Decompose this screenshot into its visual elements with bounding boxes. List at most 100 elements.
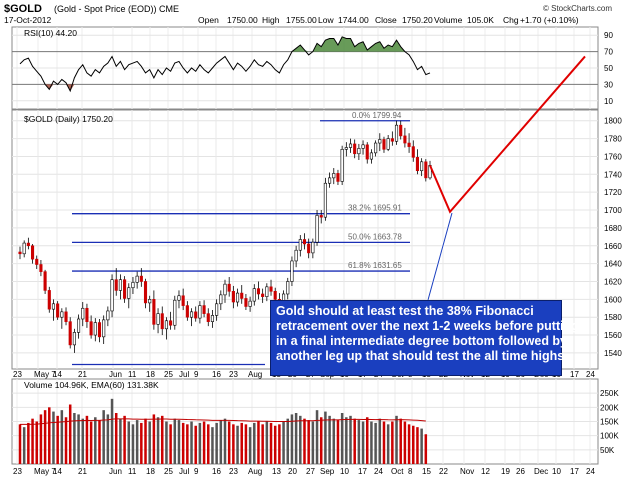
candle-body: [202, 305, 206, 314]
volume-bar: [294, 413, 298, 464]
volume-bar: [290, 414, 294, 464]
candle-body: [56, 303, 60, 318]
volume-bar: [382, 421, 386, 464]
x-tick-label: 18: [146, 370, 155, 379]
candle-body: [18, 251, 22, 255]
close-label: Close: [375, 15, 397, 25]
price-tick-label: 1640: [604, 260, 622, 269]
candle-body: [311, 241, 315, 254]
candle-body: [407, 142, 411, 147]
x-tick-label-bottom: Jul: [179, 467, 189, 476]
candle-body: [148, 299, 152, 304]
annotation-line-1: Gold should at least test the 38% Fibona…: [276, 304, 534, 318]
candle-body: [298, 239, 302, 251]
volume-bar: [227, 421, 231, 464]
volume-bar: [253, 422, 256, 464]
candle-body: [85, 307, 89, 322]
price-tick-label: 1540: [604, 349, 622, 358]
candle-body: [302, 239, 307, 245]
candle-body: [139, 275, 143, 282]
volume-bar: [131, 424, 135, 464]
candle-body: [198, 305, 202, 319]
volume-tick-label: 200K: [600, 403, 619, 412]
price-tick-label: 1800: [604, 117, 622, 126]
candle-body: [43, 271, 47, 291]
volume-value: 105.0K: [467, 15, 494, 25]
candle-body: [328, 177, 332, 184]
volume-bar: [248, 427, 252, 464]
candle-body: [357, 148, 361, 155]
volume-bar: [127, 421, 131, 464]
x-tick-label-bottom: 20: [288, 467, 297, 476]
x-tick-label-bottom: Jun: [109, 467, 122, 476]
volume-bar: [43, 410, 47, 464]
x-tick-label: 17: [570, 370, 579, 379]
x-tick-label: Aug: [248, 370, 262, 379]
volume-bar: [361, 421, 365, 464]
rsi-layer: [19, 36, 431, 93]
candle-body: [248, 300, 252, 307]
candle-body: [365, 144, 369, 160]
candle-body: [93, 322, 97, 336]
rsi-tick-label: 70: [604, 48, 613, 57]
volume-bar: [22, 427, 26, 464]
volume-ema-line: [19, 418, 426, 425]
candle-body: [160, 313, 164, 330]
candle-body: [47, 290, 51, 310]
candle-body: [374, 142, 378, 154]
price-tick-label: 1700: [604, 206, 622, 215]
volume-bar: [257, 421, 260, 464]
volume-bar: [265, 421, 269, 464]
price-tick-label: 1680: [604, 224, 622, 233]
candle-body: [323, 182, 327, 218]
candle-body: [152, 299, 156, 325]
candle-body: [382, 139, 386, 150]
x-tick-label-bottom: 13: [272, 467, 281, 476]
chart-date: 17-Oct-2012: [4, 15, 52, 25]
candle-body: [127, 287, 131, 299]
volume-bar: [85, 415, 89, 464]
rsi-line: [19, 36, 431, 93]
volume-bar: [98, 420, 101, 464]
volume-bar: [194, 425, 197, 464]
x-tick-label-bottom: Sep: [320, 467, 335, 476]
x-tick-label-bottom: 21: [78, 467, 87, 476]
candle-body: [22, 242, 26, 255]
x-tick-label: May 7: [34, 370, 56, 379]
annotation-line-2: retracement over the next 1-2 weeks befo…: [276, 319, 579, 333]
rsi-tick-label: 30: [604, 80, 613, 89]
x-tick-label-bottom: 24: [374, 467, 383, 476]
x-tick-label-bottom: 9: [194, 467, 199, 476]
candle-body: [235, 292, 240, 303]
volume-bar: [181, 422, 185, 464]
x-tick-label-bottom: 17: [570, 467, 579, 476]
candle-body: [415, 157, 420, 172]
x-tick-label-bottom: 23: [229, 467, 238, 476]
x-tick-label-bottom: 10: [340, 467, 349, 476]
volume-bar: [219, 420, 223, 464]
x-tick-label: 24: [586, 370, 595, 379]
candle-body: [177, 295, 181, 301]
chart-title: (Gold - Spot Price (EOD)) CME: [54, 4, 179, 14]
volume-label: Volume: [434, 15, 463, 25]
candle-body: [348, 143, 353, 148]
ohlc-readout: Open 1750.00 High 1755.00 Low 1744.00 Cl…: [198, 15, 579, 25]
x-tick-label-bottom: Dec: [534, 467, 548, 476]
volume-bar: [18, 424, 22, 464]
volume-bar: [140, 422, 143, 464]
candle-body: [64, 311, 68, 322]
candle-body: [231, 290, 235, 303]
candle-body: [394, 124, 399, 142]
volume-bar: [135, 420, 139, 464]
price-tick-label: 1740: [604, 170, 622, 179]
x-tick-label: 11: [128, 370, 137, 379]
volume-bar: [35, 421, 38, 464]
volume-bar: [345, 417, 348, 464]
high-label: High: [262, 15, 280, 25]
volume-bar: [319, 417, 323, 464]
volume-bar: [315, 410, 319, 464]
high-value: 1755.00: [286, 15, 317, 25]
candle-body: [156, 313, 160, 325]
volume-tick-label: 100K: [600, 432, 619, 441]
candle-body: [340, 148, 344, 182]
